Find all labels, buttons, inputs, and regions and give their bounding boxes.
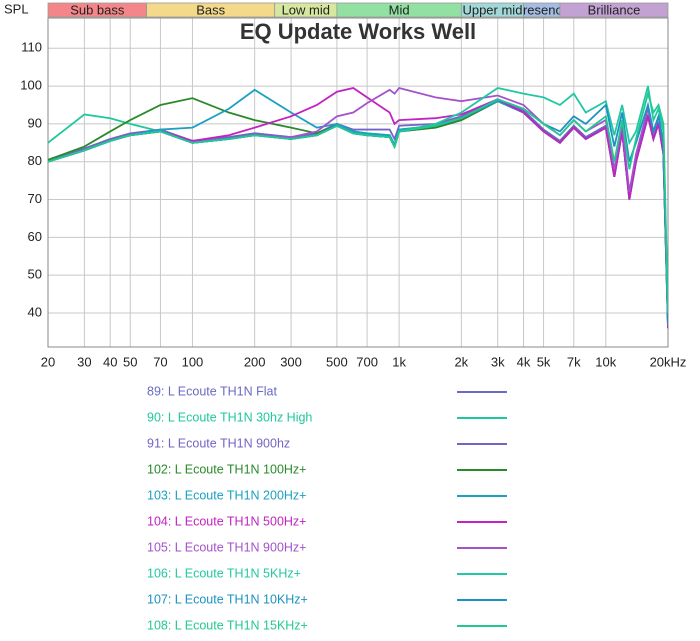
- x-tick-label: 50: [123, 354, 137, 369]
- band-label: Brilliance: [588, 2, 641, 17]
- legend-label: 89: L Ecoute TH1N Flat: [147, 384, 277, 398]
- band: [559, 2, 669, 18]
- y-tick-label: 40: [28, 304, 42, 319]
- y-tick-label: 80: [28, 153, 42, 168]
- series-line: [48, 88, 668, 325]
- x-tick-label: 70: [153, 354, 167, 369]
- x-tick-label: 5k: [537, 354, 551, 369]
- y-tick-label: 70: [28, 191, 42, 206]
- x-tick-label: 7k: [567, 354, 581, 369]
- legend-label: 107: L Ecoute TH1N 10KHz+: [147, 592, 308, 606]
- x-tick-label: 10k: [595, 354, 616, 369]
- series-line: [48, 90, 668, 313]
- band-label: Mid: [389, 2, 410, 17]
- plot-frame: [47, 17, 669, 348]
- legend-label: 91: L Ecoute TH1N 900hz: [147, 436, 290, 450]
- y-tick-label: 50: [28, 267, 42, 282]
- x-tick-label: 500: [326, 354, 348, 369]
- x-tick-label: 20: [41, 354, 55, 369]
- legend-label: 104: L Ecoute TH1N 500Hz+: [147, 514, 306, 528]
- x-tick-label: 1k: [392, 354, 406, 369]
- y-tick-label: 100: [20, 78, 42, 93]
- x-tick-label: 200: [244, 354, 266, 369]
- band-label: Presence: [514, 2, 569, 17]
- band-label: Sub bass: [70, 2, 125, 17]
- y-tick-label: 110: [21, 40, 42, 55]
- x-tick-label: 20kHz: [650, 354, 687, 369]
- chart-title: EQ Update Works Well: [240, 19, 476, 44]
- series-line: [48, 100, 668, 329]
- x-tick-label: 40: [103, 354, 117, 369]
- x-tick-label: 3k: [491, 354, 505, 369]
- x-tick-label: 100: [182, 354, 204, 369]
- y-tick-label: 60: [28, 229, 42, 244]
- legend-label: 105: L Ecoute TH1N 900Hz+: [147, 540, 306, 554]
- legend-label: 102: L Ecoute TH1N 100Hz+: [147, 462, 306, 476]
- x-tick-label: 700: [356, 354, 378, 369]
- legend-label: 108: L Ecoute TH1N 15KHz+: [147, 618, 308, 632]
- legend-label: 106: L Ecoute TH1N 5KHz+: [147, 566, 301, 580]
- x-tick-label: 2k: [454, 354, 468, 369]
- y-tick-label: 90: [28, 115, 42, 130]
- legend-label: 103: L Ecoute TH1N 200Hz+: [147, 488, 306, 502]
- band-label: Low mid: [282, 2, 330, 17]
- legend-label: 90: L Ecoute TH1N 30hz High: [147, 410, 312, 424]
- x-tick-label: 4k: [517, 354, 531, 369]
- series-line: [48, 86, 668, 329]
- band-label: Upper mid: [462, 2, 522, 17]
- x-tick-label: 300: [280, 354, 302, 369]
- band-label: Bass: [196, 2, 225, 17]
- x-tick-label: 30: [77, 354, 91, 369]
- series-line: [48, 86, 668, 321]
- y-axis-label: SPL: [4, 1, 29, 16]
